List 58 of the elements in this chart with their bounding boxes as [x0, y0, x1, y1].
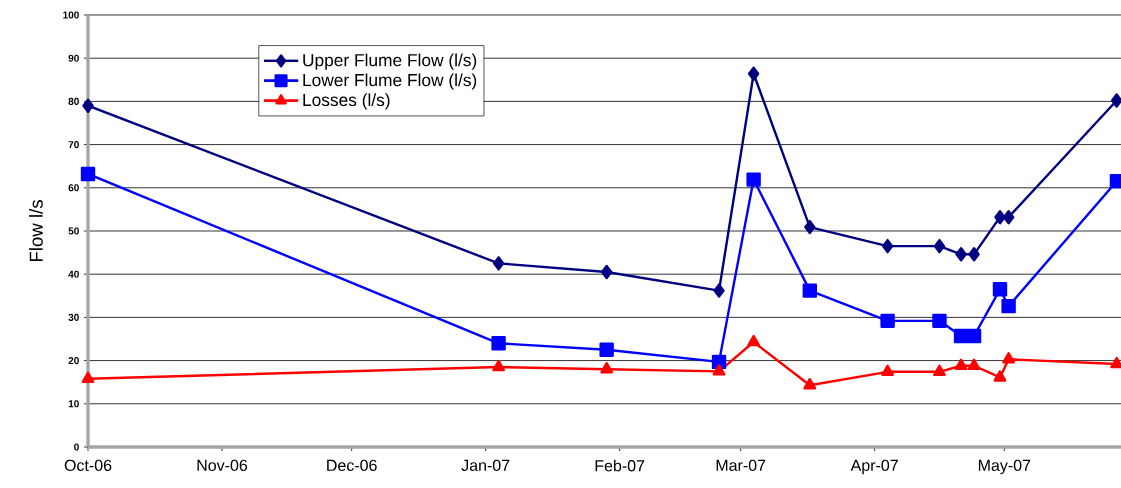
y-axis-title: Flow l/s — [29, 200, 43, 262]
point — [1002, 209, 1015, 225]
point — [713, 283, 725, 298]
point — [992, 282, 1008, 297]
point — [967, 358, 981, 370]
point — [933, 238, 946, 254]
point — [492, 256, 505, 271]
legend-label: Lower Flume Flow (l/s) — [303, 73, 477, 90]
point — [600, 362, 614, 374]
point — [1002, 352, 1016, 364]
point — [802, 283, 818, 298]
point — [966, 328, 982, 344]
x-tick-label: Apr-07 — [850, 459, 898, 475]
point — [993, 370, 1007, 382]
y-tick-label: 100 — [63, 11, 79, 19]
y-tick-label: 50 — [68, 227, 79, 235]
point — [80, 166, 96, 182]
x-tick-label: Dec-06 — [327, 459, 377, 472]
y-tick-label: 40 — [68, 270, 79, 278]
point — [804, 219, 816, 235]
point — [803, 378, 817, 390]
y-tick-label: 0 — [74, 443, 79, 451]
legend-label: Losses (l/s) — [303, 93, 390, 110]
legend-label: Upper Flume Flow (l/s) — [303, 53, 477, 70]
point — [933, 364, 946, 377]
point — [712, 364, 726, 376]
x-tick-label: Nov-06 — [197, 459, 248, 472]
point — [746, 172, 761, 187]
point — [81, 371, 95, 383]
point — [600, 264, 613, 280]
y-tick-label: 80 — [68, 97, 79, 105]
point — [747, 334, 761, 347]
point — [881, 364, 894, 377]
point — [599, 342, 614, 357]
point — [968, 247, 980, 262]
x-tick-label: Feb-07 — [595, 459, 645, 472]
y-tick-label: 20 — [68, 357, 79, 365]
point — [492, 359, 506, 372]
point — [491, 336, 506, 351]
x-tick-label: Jan-07 — [461, 459, 510, 472]
point — [932, 313, 947, 329]
point — [82, 98, 94, 113]
y-tick-label: 60 — [68, 184, 79, 192]
point — [953, 328, 969, 344]
point — [955, 247, 967, 262]
y-tick-label: 70 — [68, 141, 79, 149]
point — [747, 66, 760, 81]
y-tick-label: 30 — [68, 313, 79, 321]
y-tick-label: 10 — [68, 400, 79, 408]
y-tick-label: 90 — [68, 54, 79, 62]
point — [994, 209, 1006, 225]
x-tick-label: Oct-06 — [64, 459, 112, 472]
x-tick-label: May-07 — [978, 459, 1031, 475]
point — [880, 313, 895, 329]
point — [881, 238, 894, 254]
point — [954, 358, 968, 370]
point — [1001, 298, 1016, 314]
x-tick-label: Mar-07 — [716, 459, 766, 472]
